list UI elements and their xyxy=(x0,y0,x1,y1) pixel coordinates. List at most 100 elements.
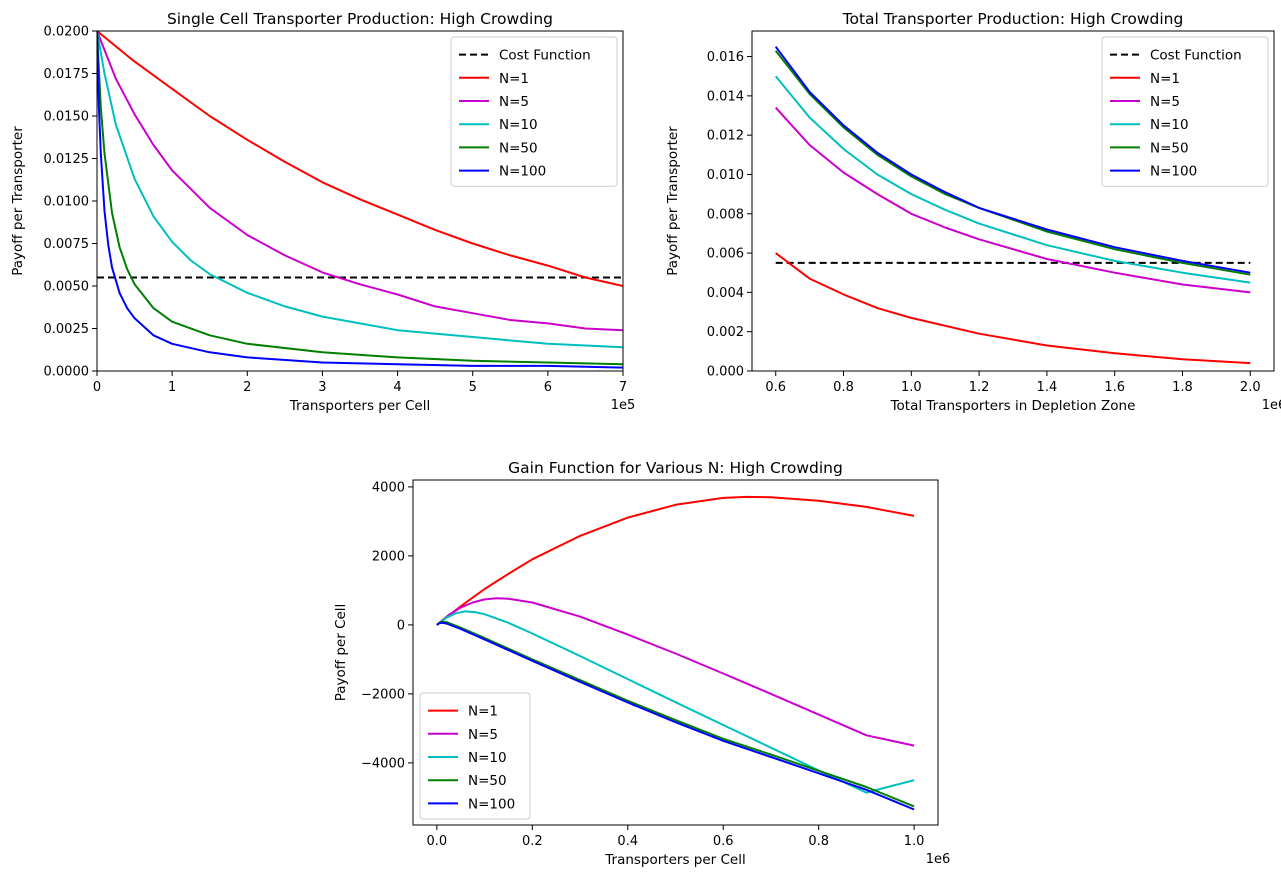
y-tick-label: 0.000 xyxy=(707,365,744,380)
legend-label: N=10 xyxy=(468,750,507,766)
y-tick-label: 0.004 xyxy=(707,286,744,301)
series-line-n-1 xyxy=(436,495,915,626)
series-line-n-10 xyxy=(97,31,623,349)
y-tick-label: 2000 xyxy=(372,549,405,564)
y-tick-label: 0.0200 xyxy=(44,25,90,40)
y-tick-label: −4000 xyxy=(361,756,405,771)
x-offset-label: 1e6 xyxy=(1262,398,1281,413)
y-axis-label: Payoff per Transporter xyxy=(10,126,26,276)
x-tick-label: 1.8 xyxy=(1172,380,1193,395)
chart-1: 0 1 2 3 4 5 6 7 0.0000 0.0025 0.0050 0.0075 0.0100 0.… xyxy=(10,10,635,414)
x-tick-label: 2 xyxy=(243,380,251,395)
y-tick-label: 0.0150 xyxy=(44,110,90,125)
legend-label: N=1 xyxy=(1150,71,1180,87)
series-line-n-5 xyxy=(774,106,1251,294)
x-tick-label: 0.0 xyxy=(427,834,448,849)
plot-frame xyxy=(412,479,939,826)
legend-label: N=50 xyxy=(468,773,507,789)
legend-label: Cost Function xyxy=(499,48,591,64)
y-tick-label: 0.0100 xyxy=(44,195,90,210)
legend: Cost Function N=1 N=5 N=10 N=50 N=100 xyxy=(1101,36,1269,187)
x-tick-label: 0.2 xyxy=(522,834,543,849)
x-axis-label: Total Transporters in Depletion Zone xyxy=(890,398,1136,414)
legend-label: N=1 xyxy=(468,704,498,720)
series-line-n-100 xyxy=(436,621,915,811)
x-tick-label: 0.4 xyxy=(617,834,638,849)
legend: Cost Function N=1 N=5 N=10 N=50 N=100 xyxy=(450,36,618,187)
x-tick-label: 5 xyxy=(469,380,477,395)
legend-label: N=1 xyxy=(499,71,529,87)
chart-title: Single Cell Transporter Production: High… xyxy=(167,10,553,28)
x-tick-label: 1.4 xyxy=(1037,380,1058,395)
y-tick-label: 0.012 xyxy=(707,129,744,144)
series-line-n-50 xyxy=(774,50,1251,276)
legend-label: N=50 xyxy=(1150,140,1189,156)
series-line-n-5 xyxy=(97,31,623,332)
y-tick-label: 0 xyxy=(397,618,405,633)
x-tick-label: 3 xyxy=(318,380,326,395)
y-tick-label: 0.0025 xyxy=(44,322,90,337)
series-line-n-50 xyxy=(97,31,623,366)
series-group xyxy=(774,46,1251,365)
x-tick-label: 1.2 xyxy=(969,380,990,395)
series-line-n-100 xyxy=(97,31,623,369)
legend-box xyxy=(450,36,618,187)
chart-3: 0.0 0.2 0.4 0.6 0.8 1.0 −4000 −2000 0 2000 4000 Gai… xyxy=(333,459,950,868)
legend-label: N=100 xyxy=(499,164,546,180)
x-tick-label: 0 xyxy=(93,380,101,395)
legend-label: N=100 xyxy=(1150,164,1197,180)
y-tick-label: 0.010 xyxy=(707,168,744,183)
x-tick-label: 6 xyxy=(544,380,552,395)
series-line-n-50 xyxy=(436,620,915,808)
x-tick-label: 0.6 xyxy=(765,380,786,395)
series-line-n-1 xyxy=(97,31,623,287)
y-axis-label: Payoff per Cell xyxy=(333,604,349,702)
y-tick-label: 4000 xyxy=(372,480,405,495)
y-tick-label: 0.002 xyxy=(707,325,744,340)
x-tick-label: 0.6 xyxy=(713,834,734,849)
chart-title: Gain Function for Various N: High Crowdi… xyxy=(508,459,843,477)
y-tick-label: 0.008 xyxy=(707,207,744,222)
legend-label: Cost Function xyxy=(1150,48,1242,64)
y-tick-label: 0.0075 xyxy=(44,237,90,252)
series-line-n-10 xyxy=(436,610,915,794)
series-group xyxy=(436,495,915,811)
x-axis-label: Transporters per Cell xyxy=(289,398,430,414)
x-tick-label: 0.8 xyxy=(808,834,829,849)
x-tick-label: 2.0 xyxy=(1240,380,1261,395)
x-axis-label: Transporters per Cell xyxy=(604,852,745,868)
series-line-n-100 xyxy=(774,46,1251,274)
legend-label: N=5 xyxy=(468,727,498,743)
x-tick-label: 4 xyxy=(393,380,401,395)
series-line-n-5 xyxy=(436,597,915,747)
legend-label: N=50 xyxy=(499,140,538,156)
series-line-n-10 xyxy=(774,75,1251,284)
legend-box xyxy=(419,692,531,820)
y-tick-label: 0.0000 xyxy=(44,365,90,380)
y-tick-label: 0.016 xyxy=(707,50,744,65)
x-offset-label: 1e5 xyxy=(611,398,636,413)
x-tick-label: 1.0 xyxy=(901,380,922,395)
y-tick-label: 0.006 xyxy=(707,247,744,262)
x-tick-label: 1 xyxy=(168,380,176,395)
y-tick-label: 0.0125 xyxy=(44,152,90,167)
legend-label: N=5 xyxy=(499,94,529,110)
y-axis-label: Payoff per Transporter xyxy=(665,126,681,276)
y-tick-label: −2000 xyxy=(361,687,405,702)
x-tick-label: 1.6 xyxy=(1104,380,1125,395)
y-tick-label: 0.0050 xyxy=(44,280,90,295)
series-group xyxy=(97,31,623,369)
x-offset-label: 1e6 xyxy=(926,852,951,867)
legend-label: N=5 xyxy=(1150,94,1180,110)
series-line-n-1 xyxy=(775,252,1251,365)
y-tick-label: 0.014 xyxy=(707,89,744,104)
legend-box xyxy=(1101,36,1269,187)
x-tick-label: 7 xyxy=(619,380,627,395)
chart-2: 0.6 0.8 1.0 1.2 1.4 1.6 1.8 2.0 0.000 0.002 0.004 0… xyxy=(665,10,1281,414)
x-tick-label: 1.0 xyxy=(904,834,925,849)
legend: N=1 N=5 N=10 N=50 N=100 xyxy=(419,692,531,820)
legend-label: N=100 xyxy=(468,796,515,812)
chart-title: Total Transporter Production: High Crowd… xyxy=(842,10,1184,28)
plot-frame xyxy=(751,30,1275,372)
